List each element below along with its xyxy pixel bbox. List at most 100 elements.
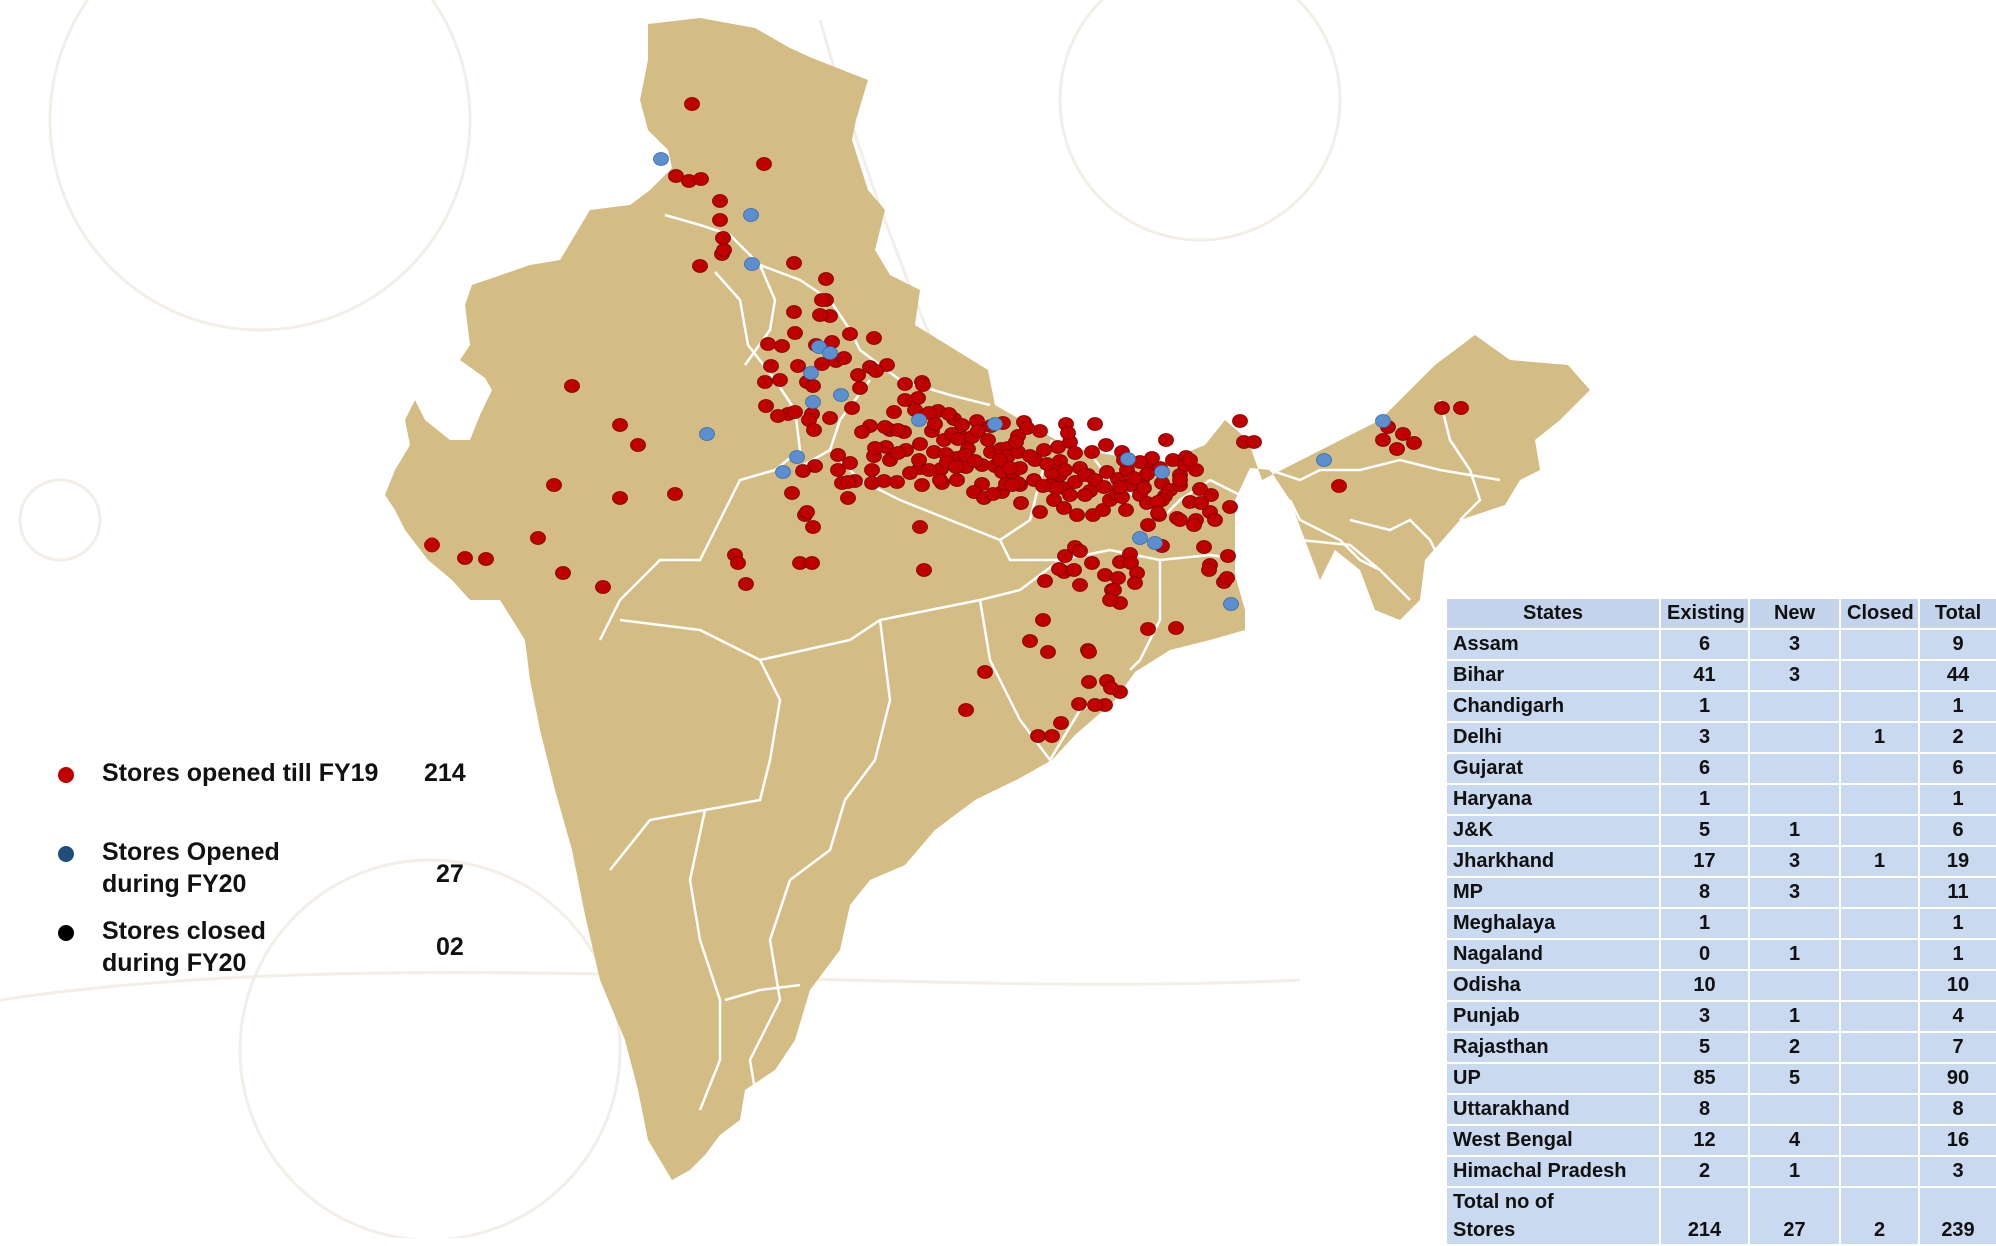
existing-store-marker <box>1406 436 1422 450</box>
india-map <box>385 18 1590 1180</box>
table-row: MP 8 3 11 <box>1445 876 1996 909</box>
total-existing-count: 214 <box>1659 1186 1750 1246</box>
existing-count: 3 <box>1659 1000 1750 1033</box>
existing-store-marker <box>772 373 788 387</box>
total-count: 11 <box>1918 876 1996 909</box>
closed-count <box>1839 907 1920 940</box>
existing-store-marker <box>921 463 937 477</box>
total-count: 8 <box>1918 1093 1996 1126</box>
table-row: Assam 6 3 9 <box>1445 628 1996 661</box>
existing-store-marker <box>914 478 930 492</box>
existing-store-marker <box>1110 571 1126 585</box>
existing-store-marker <box>1172 513 1188 527</box>
closed-count <box>1839 969 1920 1002</box>
existing-store-marker <box>1453 401 1469 415</box>
table-row: UP 85 5 90 <box>1445 1062 1996 1095</box>
existing-store-marker <box>1434 401 1450 415</box>
state-name: Delhi <box>1445 721 1661 754</box>
closed-count <box>1839 938 1920 971</box>
closed-count <box>1839 1093 1920 1126</box>
existing-count: 8 <box>1659 876 1750 909</box>
state-name: Rajasthan <box>1445 1031 1661 1064</box>
total-new-count: 27 <box>1748 1186 1841 1246</box>
existing-store-marker <box>478 552 494 566</box>
existing-store-marker <box>799 505 815 519</box>
existing-store-marker <box>867 441 883 455</box>
existing-store-marker <box>877 420 893 434</box>
existing-store-marker <box>1019 421 1035 435</box>
state-name: Uttarakhand <box>1445 1093 1661 1126</box>
existing-store-marker <box>897 377 913 391</box>
existing-store-marker <box>1196 540 1212 554</box>
table-row: Delhi 3 1 2 <box>1445 721 1996 754</box>
new-count: 3 <box>1748 876 1841 909</box>
legend-count: 27 <box>436 860 464 888</box>
existing-store-marker <box>457 551 473 565</box>
state-name: MP <box>1445 876 1661 909</box>
legend-label: Stores closed during FY20 <box>102 917 266 977</box>
existing-store-marker <box>1051 562 1067 576</box>
existing-store-marker <box>866 331 882 345</box>
new-store-marker <box>743 208 759 222</box>
legend-count: 214 <box>424 759 466 787</box>
existing-store-marker <box>818 272 834 286</box>
table-header-row: States Existing New Closed Total <box>1445 597 1996 630</box>
new-store-marker <box>789 450 805 464</box>
existing-store-marker <box>1062 488 1078 502</box>
existing-store-marker <box>787 405 803 419</box>
existing-store-marker <box>770 409 786 423</box>
header-new: New <box>1748 597 1841 630</box>
new-count: 1 <box>1748 938 1841 971</box>
new-count: 1 <box>1748 1000 1841 1033</box>
legend-label: Stores opened till FY19 <box>102 759 379 787</box>
new-store-marker <box>1154 465 1170 479</box>
existing-store-marker <box>1182 453 1198 467</box>
existing-store-marker <box>949 473 965 487</box>
header-existing: Existing <box>1659 597 1750 630</box>
total-count: 1 <box>1918 783 1996 816</box>
existing-store-marker <box>1219 571 1235 585</box>
existing-store-marker <box>1002 461 1018 475</box>
existing-store-marker <box>757 375 773 389</box>
existing-store-marker <box>1053 716 1069 730</box>
header-states: States <box>1445 597 1661 630</box>
table-row: Meghalaya 1 1 <box>1445 907 1996 940</box>
existing-store-marker <box>1103 681 1119 695</box>
existing-store-marker <box>1140 622 1156 636</box>
existing-store-marker <box>1112 480 1128 494</box>
existing-store-marker <box>715 231 731 245</box>
existing-store-marker <box>712 213 728 227</box>
existing-store-marker <box>1127 576 1143 590</box>
existing-store-marker <box>1207 513 1223 527</box>
new-count <box>1748 969 1841 1002</box>
existing-store-marker <box>1389 442 1405 456</box>
state-name: Gujarat <box>1445 752 1661 785</box>
new-store-marker <box>805 395 821 409</box>
existing-store-marker <box>842 456 858 470</box>
existing-store-marker <box>1057 549 1073 563</box>
existing-store-marker <box>812 308 828 322</box>
state-name: Himachal Pradesh <box>1445 1155 1661 1188</box>
total-count: 3 <box>1918 1155 1996 1188</box>
state-name: Punjab <box>1445 1000 1661 1033</box>
existing-store-marker <box>852 381 868 395</box>
existing-store-marker <box>1060 426 1076 440</box>
existing-count: 17 <box>1659 845 1750 878</box>
existing-store-marker <box>836 351 852 365</box>
new-count: 3 <box>1748 659 1841 692</box>
total-count: 1 <box>1918 938 1996 971</box>
state-name: Haryana <box>1445 783 1661 816</box>
existing-store-marker <box>1395 427 1411 441</box>
existing-store-marker <box>912 437 928 451</box>
existing-store-marker <box>897 393 913 407</box>
existing-store-marker <box>756 157 772 171</box>
existing-store-marker <box>1331 479 1347 493</box>
existing-count: 3 <box>1659 721 1750 754</box>
existing-store-marker <box>1098 438 1114 452</box>
existing-store-marker <box>1044 729 1060 743</box>
existing-store-marker <box>950 432 966 446</box>
table-row: Odisha 10 10 <box>1445 969 1996 1002</box>
store-markers <box>424 97 1469 743</box>
existing-store-marker <box>822 411 838 425</box>
existing-store-marker <box>1140 518 1156 532</box>
